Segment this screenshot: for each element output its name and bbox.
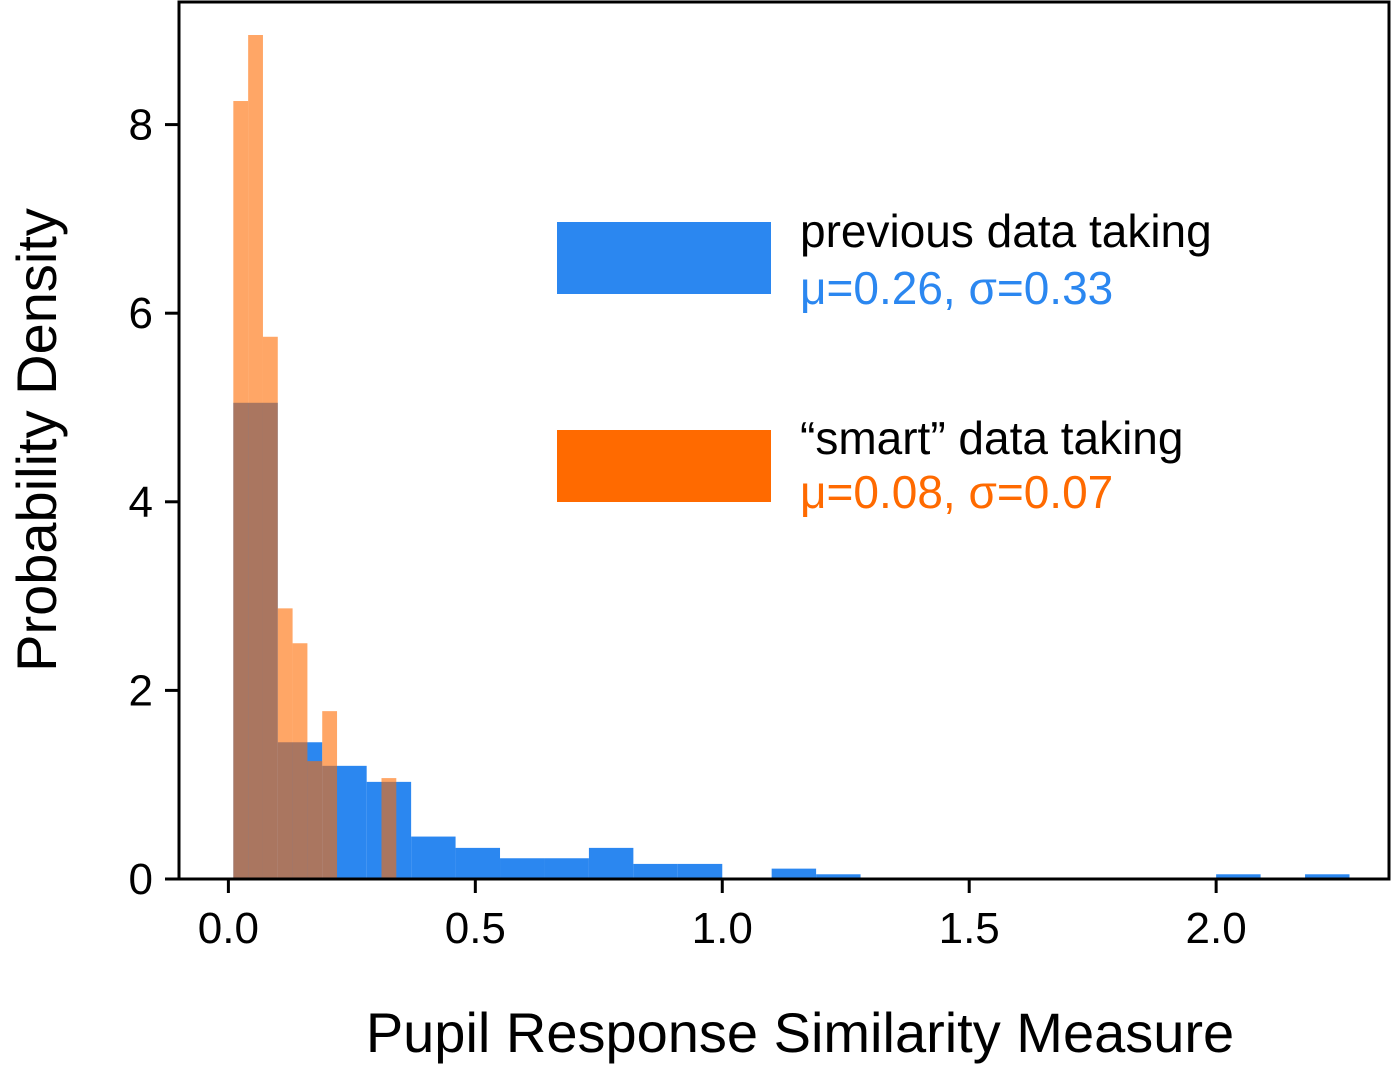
y-tick-label: 8 (129, 101, 153, 150)
bar-smart-5 (307, 761, 323, 879)
ticks-layer: 0.0 0.5 1.0 1.5 2.0 0 2 4 6 8 (129, 101, 1247, 953)
bar-previous-5 (455, 847, 501, 879)
bar-previous-9 (633, 863, 678, 879)
legend-label-previous: previous data taking (800, 205, 1212, 257)
bar-previous-4 (411, 836, 456, 879)
bar-previous-14 (1305, 874, 1350, 879)
bar-smart-2 (262, 336, 278, 880)
legend-label-smart: “smart” data taking (800, 412, 1183, 464)
x-axis-title: Pupil Response Similarity Measure (366, 1001, 1234, 1064)
bar-smart-4 (292, 643, 308, 879)
y-tick-label: 4 (129, 478, 153, 527)
bar-previous-10 (677, 863, 723, 879)
legend-stats-smart: μ=0.08, σ=0.07 (800, 466, 1113, 518)
y-tick-label: 6 (129, 289, 153, 338)
x-tick-label: 0.0 (198, 904, 259, 953)
x-tick-label: 2.0 (1186, 904, 1247, 953)
x-tick-label: 0.5 (445, 904, 506, 953)
bar-previous-13 (1216, 874, 1261, 879)
bar-previous-6 (500, 858, 545, 879)
bar-smart-3 (277, 608, 293, 879)
bar-smart-6 (322, 711, 338, 879)
y-axis-title: Probability Density (5, 208, 68, 672)
legend-swatch-smart (557, 430, 771, 502)
x-tick-label: 1.5 (939, 904, 1000, 953)
y-tick-label: 0 (129, 855, 153, 904)
bar-smart-1 (248, 35, 263, 880)
bar-smart-10 (381, 778, 397, 879)
bars-layer (233, 35, 1350, 880)
bar-previous-8 (588, 847, 634, 879)
y-tick-label: 2 (129, 666, 153, 715)
legend: previous data taking μ=0.26, σ=0.33 “sma… (557, 205, 1212, 518)
x-tick-label: 1.0 (692, 904, 753, 953)
bar-smart-0 (233, 101, 249, 880)
bar-previous-7 (544, 858, 589, 879)
plot-frame (177, 0, 1391, 881)
legend-swatch-previous (557, 222, 771, 294)
bar-previous-11 (771, 868, 817, 879)
bar-previous-12 (816, 874, 861, 879)
legend-stats-previous: μ=0.26, σ=0.33 (800, 262, 1113, 314)
